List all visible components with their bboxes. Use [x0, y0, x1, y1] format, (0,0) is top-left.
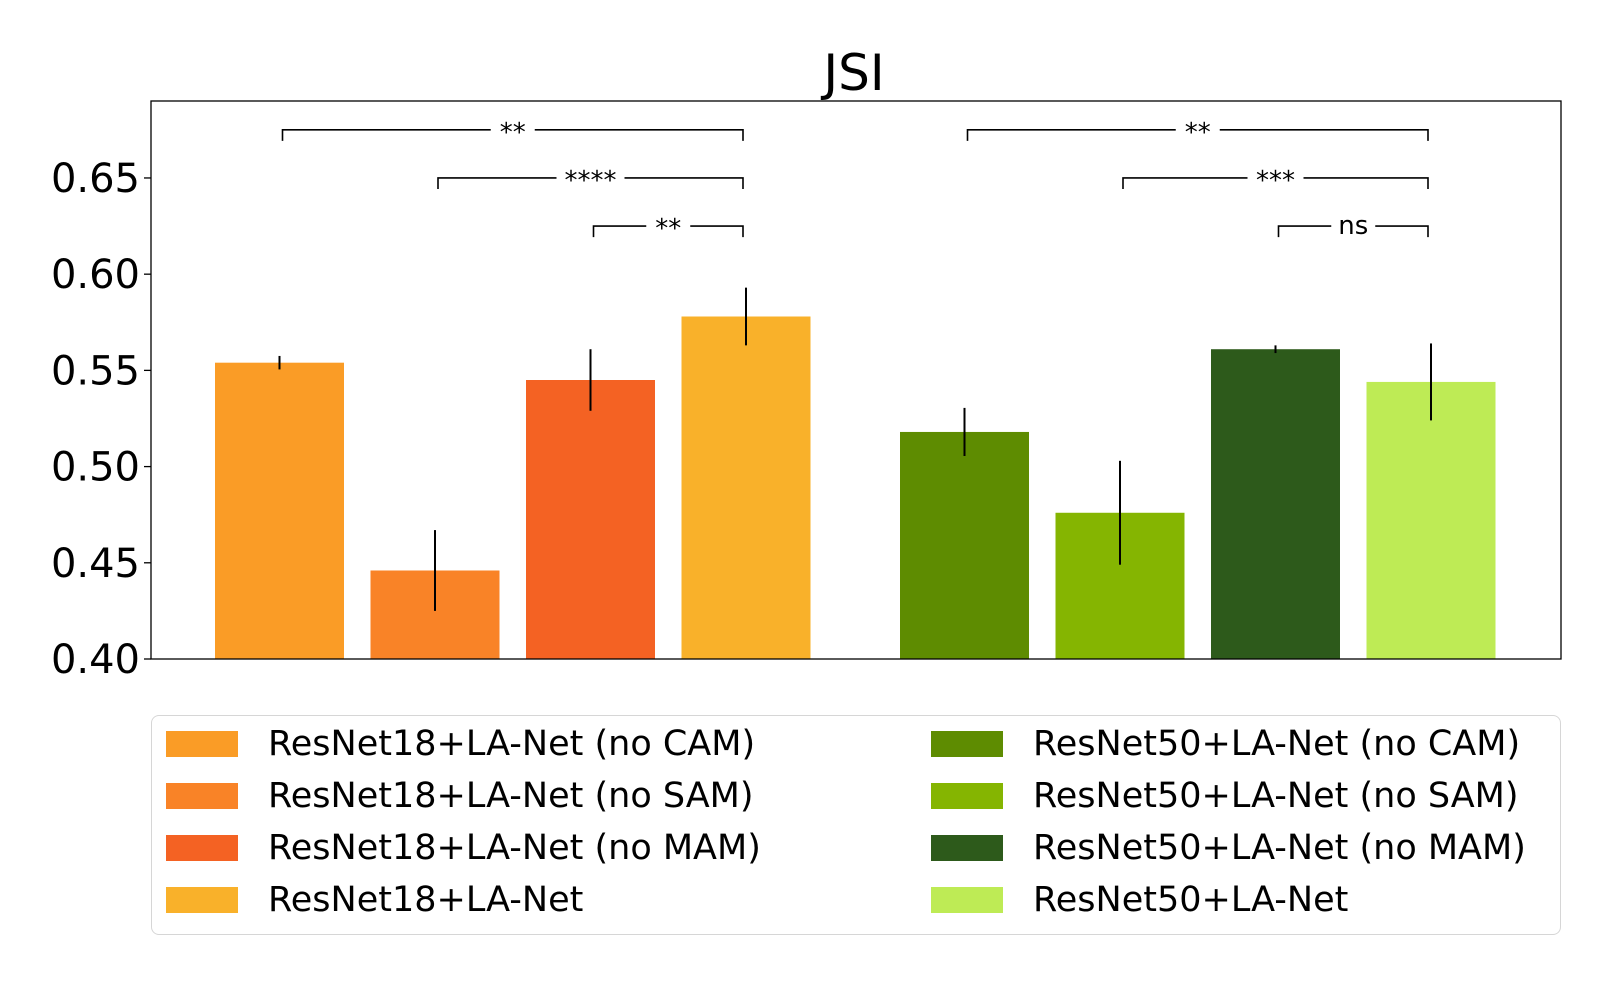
legend-swatch — [166, 835, 238, 861]
legend-swatch — [931, 835, 1003, 861]
y-tick-label: 0.60 — [51, 252, 140, 298]
bar-5 — [900, 431, 1029, 659]
significance-bracket — [1122, 177, 1429, 189]
y-tick-label: 0.40 — [51, 637, 140, 683]
significance-bracket — [592, 225, 744, 238]
significance-label: ns — [1338, 211, 1368, 241]
bar-8 — [1366, 381, 1496, 659]
significance-label: *** — [1256, 166, 1295, 196]
legend-swatch — [931, 783, 1003, 809]
legend-label: ResNet50+LA-Net (no MAM) — [1033, 828, 1526, 868]
legend-swatch — [166, 783, 238, 809]
significance-label: **** — [565, 166, 617, 196]
legend-item: ResNet18+LA-Net (no SAM) — [152, 770, 754, 822]
significance-bracket — [281, 129, 744, 141]
significance-label: ** — [500, 118, 526, 148]
legend-label: ResNet18+LA-Net (no SAM) — [268, 776, 754, 816]
legend-item: ResNet50+LA-Net (no CAM) — [917, 718, 1520, 770]
bar-4 — [681, 316, 811, 659]
plot-frame — [150, 100, 1562, 660]
legend-swatch — [931, 887, 1003, 913]
legend-swatch — [931, 731, 1003, 757]
chart-title: JSI — [820, 44, 884, 102]
legend-item: ResNet50+LA-Net (no MAM) — [917, 822, 1526, 874]
legend-item: ResNet18+LA-Net (no CAM) — [152, 718, 755, 770]
bar-7 — [1211, 349, 1340, 659]
legend-swatch — [166, 731, 238, 757]
legend: ResNet18+LA-Net (no CAM) ResNet18+LA-Net … — [151, 715, 1561, 935]
significance-label: ** — [1185, 118, 1211, 148]
significance-bracket — [966, 129, 1429, 141]
legend-label: ResNet18+LA-Net — [268, 880, 584, 920]
bar-1 — [215, 362, 344, 659]
bar-chart: JSI *************ns 0.400.450.500.550.60… — [51, 44, 1562, 683]
y-tick-label: 0.55 — [51, 348, 140, 394]
legend-label: ResNet18+LA-Net (no MAM) — [268, 828, 761, 868]
y-tick-label: 0.50 — [51, 445, 140, 491]
legend-item: ResNet50+LA-Net (no SAM) — [917, 770, 1519, 822]
y-tick-label: 0.65 — [51, 156, 140, 202]
legend-item: ResNet18+LA-Net — [152, 874, 583, 926]
legend-swatch — [166, 887, 238, 913]
legend-label: ResNet50+LA-Net — [1033, 880, 1349, 920]
y-tick-label: 0.45 — [51, 541, 140, 587]
legend-item: ResNet18+LA-Net (no MAM) — [152, 822, 761, 874]
bar-3 — [526, 380, 655, 659]
legend-label: ResNet50+LA-Net (no CAM) — [1033, 724, 1521, 764]
legend-item: ResNet50+LA-Net — [917, 874, 1348, 926]
significance-label: ** — [655, 214, 681, 244]
legend-label: ResNet50+LA-Net (no SAM) — [1033, 776, 1519, 816]
legend-label: ResNet18+LA-Net (no CAM) — [268, 724, 756, 764]
significance-bracket — [437, 177, 744, 189]
significance-bracket — [1277, 225, 1429, 238]
